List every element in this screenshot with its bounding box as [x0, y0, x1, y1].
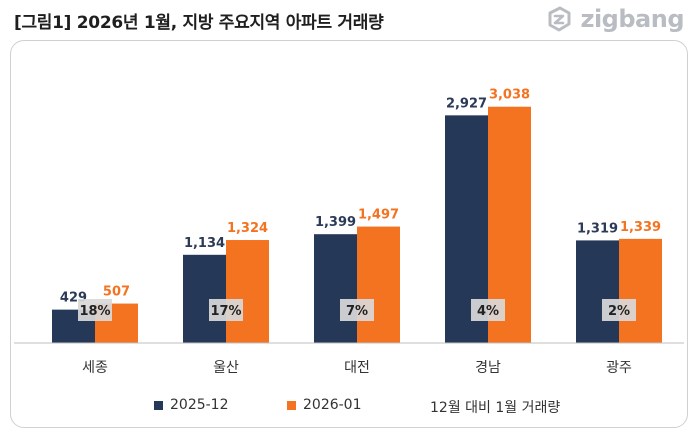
- bar-2025-12-대전: [314, 234, 357, 343]
- chart-panel: [10, 40, 688, 428]
- legend-swatch-2025-12: [154, 400, 163, 410]
- change-badge-경남: [471, 299, 505, 321]
- value-label-2026-01-경남: 3,038: [489, 88, 530, 103]
- chart-title: [그림1] 2026년 1월, 지방 주요지역 아파트 거래량: [14, 13, 384, 33]
- bar-2025-12-울산: [183, 254, 226, 343]
- category-label-세종: 세종: [82, 360, 108, 376]
- category-label-경남: 경남: [475, 360, 501, 376]
- bar-2026-01-울산: [226, 240, 269, 343]
- value-label-2026-01-울산: 1,324: [227, 221, 268, 236]
- legend-swatch-2026-01: [287, 400, 296, 410]
- bar-2026-01-광주: [619, 238, 662, 343]
- legend-note: 12월 대비 1월 거래량: [430, 400, 561, 416]
- legend-label-2026-01: 2026-01: [303, 397, 362, 413]
- change-label-울산: 17%: [210, 304, 241, 319]
- value-label-2025-12-광주: 1,319: [577, 221, 618, 236]
- zigbang-logo-text: zigbang: [580, 5, 684, 33]
- value-label-2025-12-대전: 1,399: [315, 215, 356, 230]
- change-badge-울산: [209, 299, 243, 321]
- change-badge-세종: [78, 299, 112, 321]
- zigbang-logo-icon: [548, 6, 571, 32]
- legend: 2025-12 2026-01 12월 대비 1월 거래량: [0, 397, 700, 417]
- value-label-2026-01-대전: 1,497: [358, 208, 399, 223]
- change-badge-광주: [602, 299, 636, 321]
- change-label-세종: 18%: [79, 304, 110, 319]
- category-label-광주: 광주: [606, 360, 632, 376]
- change-label-광주: 2%: [608, 304, 630, 319]
- legend-item-2025-12: 2025-12: [154, 397, 229, 413]
- change-badge-대전: [340, 299, 374, 321]
- value-label-2026-01-세종: 507: [103, 285, 130, 300]
- legend-item-2026-01: 2026-01: [287, 397, 362, 413]
- change-label-대전: 7%: [346, 304, 368, 319]
- bar-2026-01-대전: [357, 226, 400, 343]
- value-label-2025-12-경남: 2,927: [446, 96, 487, 111]
- legend-label-2025-12: 2025-12: [170, 397, 229, 413]
- zigbang-logo: zigbang: [544, 4, 684, 34]
- category-label-대전: 대전: [344, 360, 370, 376]
- change-label-경남: 4%: [477, 304, 499, 319]
- category-label-울산: 울산: [213, 360, 239, 376]
- value-label-2026-01-광주: 1,339: [620, 220, 661, 235]
- bar-2025-12-광주: [576, 240, 619, 343]
- value-label-2025-12-울산: 1,134: [184, 236, 225, 251]
